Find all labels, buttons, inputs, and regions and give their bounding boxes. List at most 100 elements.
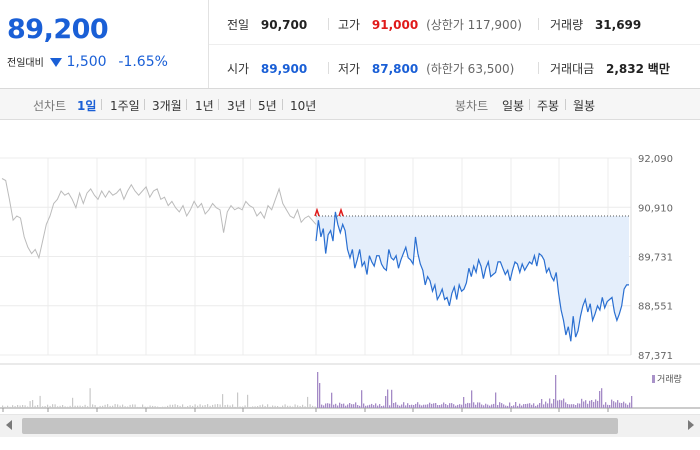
volume-bar bbox=[499, 402, 501, 408]
volume-bar bbox=[67, 406, 69, 408]
volume-bar bbox=[139, 406, 141, 408]
stat-label: 전일 bbox=[227, 18, 250, 32]
volume-bar bbox=[227, 404, 229, 408]
y-tick-label: 92,090 bbox=[638, 154, 673, 165]
tab-3month[interactable]: 3개월 bbox=[152, 99, 182, 113]
volume-bar bbox=[92, 404, 94, 408]
tab-10year[interactable]: 10년 bbox=[290, 99, 317, 113]
volume-bar bbox=[479, 402, 481, 408]
volume-bar bbox=[497, 405, 499, 408]
volume-bar bbox=[59, 405, 61, 408]
tab-daily-candle[interactable]: 일봉 bbox=[502, 99, 525, 113]
volume-bar bbox=[134, 404, 136, 408]
volume-bar bbox=[591, 400, 593, 408]
volume-bar bbox=[453, 404, 455, 408]
volume-bar bbox=[122, 404, 124, 408]
volume-bar bbox=[149, 405, 151, 408]
volume-bar bbox=[333, 404, 335, 408]
volume-bar bbox=[395, 402, 397, 408]
volume-bar bbox=[383, 405, 385, 408]
volume-bar bbox=[403, 402, 405, 408]
volume-bar bbox=[304, 406, 306, 408]
scroll-left-icon[interactable] bbox=[6, 420, 12, 430]
volume-bar bbox=[475, 404, 477, 408]
y-tick-label: 88,551 bbox=[638, 302, 673, 313]
volume-bar bbox=[114, 404, 116, 408]
volume-bar bbox=[351, 404, 353, 408]
volume-bar bbox=[457, 404, 459, 408]
scroll-thumb[interactable] bbox=[22, 418, 618, 434]
volume-bar bbox=[411, 404, 413, 408]
volume-bar bbox=[57, 406, 59, 408]
volume-bar bbox=[14, 406, 16, 408]
volume-bar bbox=[292, 406, 294, 408]
volume-bar bbox=[617, 400, 619, 408]
volume-bar bbox=[49, 405, 51, 408]
volume-bar bbox=[587, 403, 589, 408]
stat-upper-limit: (상한가 117,900) bbox=[426, 18, 522, 32]
volume-bar bbox=[575, 405, 577, 408]
volume-bar bbox=[2, 405, 4, 408]
volume-bar bbox=[529, 403, 531, 408]
volume-bar bbox=[539, 403, 541, 408]
volume-bar bbox=[224, 405, 226, 408]
volume-bar bbox=[254, 406, 256, 408]
volume-bar bbox=[357, 405, 359, 408]
tab-1week[interactable]: 1주일 bbox=[110, 99, 140, 113]
volume-bar bbox=[152, 405, 154, 408]
tab-1year[interactable]: 1년 bbox=[195, 99, 214, 113]
volume-bar bbox=[631, 396, 633, 408]
volume-bar bbox=[279, 406, 281, 408]
volume-bar bbox=[82, 406, 84, 408]
tab-3year[interactable]: 3년 bbox=[227, 99, 246, 113]
volume-bar bbox=[493, 403, 495, 408]
volume-bar bbox=[521, 405, 523, 408]
volume-bar bbox=[405, 405, 407, 408]
volume-bar bbox=[391, 389, 393, 408]
stat-volume: 거래량 31,699 bbox=[550, 16, 641, 33]
volume-bar bbox=[393, 403, 395, 408]
volume-bar bbox=[119, 405, 121, 408]
tab-separator bbox=[144, 99, 145, 110]
volume-bar bbox=[94, 405, 96, 408]
volume-bar bbox=[34, 405, 36, 408]
tab-weekly-candle[interactable]: 주봉 bbox=[537, 99, 560, 113]
volume-bar bbox=[463, 397, 465, 408]
volume-bar bbox=[52, 404, 54, 408]
tab-monthly-candle[interactable]: 월봉 bbox=[573, 99, 596, 113]
volume-bar bbox=[234, 406, 236, 408]
stat-label: 저가 bbox=[338, 62, 361, 76]
volume-bar bbox=[204, 405, 206, 408]
volume-bar bbox=[451, 403, 453, 408]
volume-bar bbox=[209, 405, 211, 408]
tab-5year[interactable]: 5년 bbox=[258, 99, 277, 113]
volume-bar bbox=[549, 398, 551, 408]
volume-bar bbox=[99, 405, 101, 408]
volume-bar bbox=[373, 405, 375, 408]
volume-bar bbox=[17, 405, 19, 408]
volume-bar bbox=[553, 399, 555, 408]
volume-bar bbox=[567, 404, 569, 408]
volume-bar bbox=[569, 404, 571, 408]
scroll-right-icon[interactable] bbox=[688, 420, 694, 430]
tab-1day[interactable]: 1일 bbox=[77, 99, 97, 113]
volume-bar bbox=[577, 403, 579, 408]
volume-bar bbox=[371, 403, 373, 408]
volume-bar bbox=[609, 405, 611, 408]
volume-bar bbox=[84, 404, 86, 408]
volume-bar bbox=[543, 404, 545, 408]
volume-bar bbox=[325, 403, 327, 408]
volume-bar bbox=[331, 392, 333, 408]
volume-bar bbox=[485, 403, 487, 408]
volume-bar bbox=[365, 405, 367, 408]
volume-bar bbox=[433, 403, 435, 408]
volume-bar bbox=[179, 405, 181, 408]
volume-bar bbox=[262, 404, 264, 408]
volume-bar bbox=[397, 404, 399, 408]
volume-bar bbox=[481, 404, 483, 408]
volume-bar bbox=[459, 404, 461, 408]
chart-scrollbar[interactable] bbox=[0, 414, 700, 437]
volume-bar bbox=[625, 403, 627, 408]
volume-bar bbox=[455, 405, 457, 408]
today-area-fill bbox=[316, 211, 629, 342]
